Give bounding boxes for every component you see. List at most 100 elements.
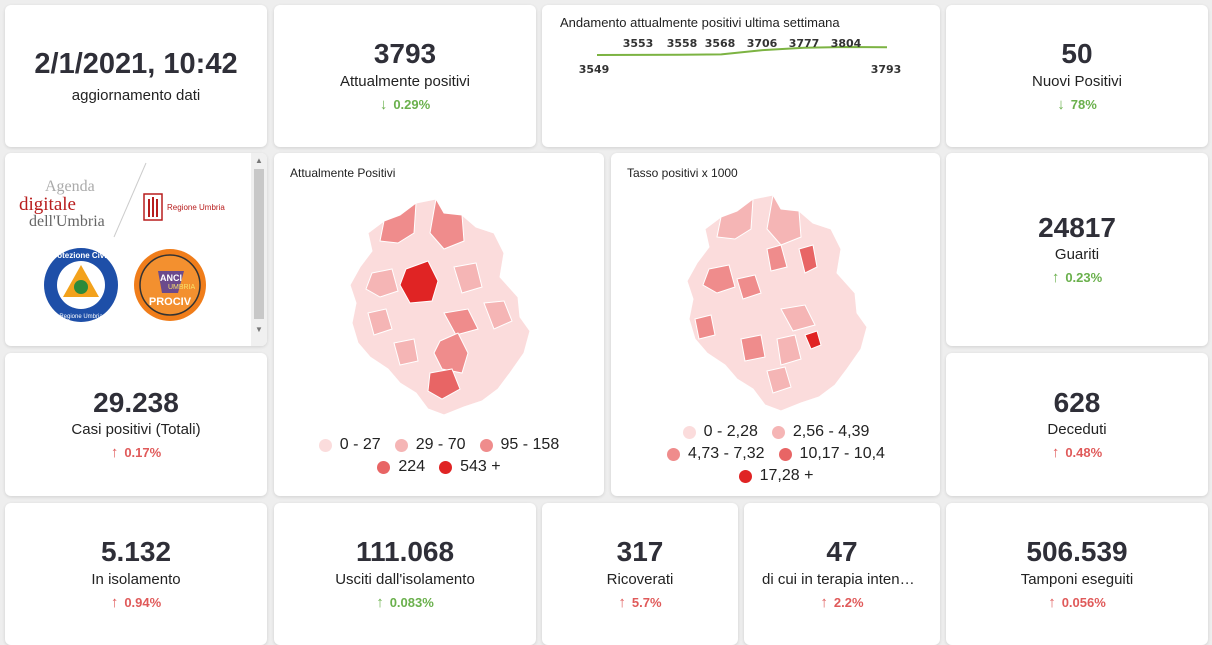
nuovi-value: 50 — [1061, 38, 1093, 70]
anci-line3: PROCIV — [149, 296, 192, 308]
attualmente-delta: ↓ 0.29% — [380, 96, 430, 113]
deceduti-delta: ↑ 0.48% — [1052, 444, 1102, 461]
arrow-down-icon: ↓ — [1057, 95, 1065, 113]
tamponi-value: 506.539 — [1026, 536, 1128, 568]
legend-item[interactable]: 17,28 + — [738, 467, 814, 485]
legend-swatch — [738, 469, 752, 483]
deceduti-delta-value: 0.48% — [1065, 445, 1103, 461]
trend-point-label: 3549 — [579, 63, 610, 76]
arrow-down-icon: ↓ — [379, 95, 388, 113]
guariti-delta-value: 0.23% — [1065, 270, 1103, 286]
legend-swatch — [682, 425, 696, 439]
legend-label: 0 - 27 — [339, 436, 381, 453]
trend-point-label: 3568 — [705, 37, 736, 50]
usciti-card: 111.068 Usciti dall'isolamento ↑ 0.083% — [274, 503, 536, 645]
update-datetime: 2/1/2021, 10:42 — [34, 48, 238, 80]
anci-line1: ANCI — [160, 273, 182, 283]
agenda-line2: digitale — [19, 194, 76, 215]
attualmente-delta-value: 0.29% — [393, 96, 431, 112]
deceduti-label: Deceduti — [1047, 421, 1107, 439]
terapia-delta-value: 2.2% — [833, 594, 864, 610]
isolamento-value: 5.132 — [100, 536, 172, 568]
casi-delta-value: 0.17% — [124, 445, 162, 461]
trend-point-label: 3804 — [831, 37, 862, 50]
isolamento-delta-value: 0.94% — [124, 594, 162, 610]
tamponi-label: Tamponi eseguiti — [1020, 570, 1134, 588]
legend-item[interactable]: 4,73 - 7,32 — [667, 445, 765, 463]
map1-legend: 0 - 27 29 - 70 95 - 158 224 543 + — [294, 436, 584, 476]
arrow-up-icon: ↑ — [618, 593, 626, 611]
nuovi-card: 50 Nuovi Positivi ↓ 78% — [946, 5, 1208, 147]
guariti-delta: ↑ 0.23% — [1052, 269, 1102, 286]
nuovi-label: Nuovi Positivi — [1031, 72, 1123, 90]
legend-item[interactable]: 29 - 70 — [394, 436, 466, 454]
logos-scrollbar[interactable]: ▲ ▼ — [251, 153, 267, 346]
legend-item[interactable]: 10,17 - 10,4 — [778, 445, 885, 463]
isolamento-delta: ↑ 0.94% — [111, 594, 161, 611]
trend-point-label: 3793 — [871, 63, 902, 76]
ricoverati-label: Ricoverati — [606, 570, 674, 588]
legend-swatch — [778, 447, 792, 461]
update-label: aggiornamento dati — [71, 87, 201, 104]
legend-label: 543 + — [460, 458, 501, 475]
trend-title: Andamento attualmente positivi ultima se… — [560, 15, 840, 30]
legend-label: 0 - 2,28 — [703, 423, 758, 440]
legend-label: 95 - 158 — [500, 436, 560, 453]
legend-item[interactable]: 0 - 2,28 — [682, 423, 758, 441]
trend-point-label: 3553 — [623, 37, 654, 50]
casi-label: Casi positivi (Totali) — [71, 421, 201, 439]
agenda-line1: Agenda — [45, 178, 95, 195]
usciti-label: Usciti dall'isolamento — [335, 570, 475, 588]
legend-label: 2,56 - 4,39 — [792, 423, 870, 440]
trend-point-label: 3706 — [747, 37, 778, 50]
ricoverati-delta-value: 5.7% — [631, 594, 662, 610]
casi-value: 29.238 — [93, 386, 179, 418]
legend-label: 29 - 70 — [415, 436, 466, 453]
trend-point-label: 3777 — [789, 37, 820, 50]
map2-title: Tasso positivi x 1000 — [627, 166, 738, 180]
arrow-up-icon: ↑ — [1051, 444, 1060, 462]
legend-swatch — [479, 438, 493, 452]
trend-chart: 3549 3553 3558 3568 3706 3777 3804 3793 — [579, 37, 902, 76]
legend-label: 17,28 + — [759, 467, 814, 484]
ricoverati-delta: ↑ 5.7% — [618, 594, 661, 611]
trend-point-label: 3558 — [667, 37, 698, 50]
map2-umbria-map[interactable] — [681, 189, 881, 419]
legend-label: 224 — [398, 458, 426, 475]
map1-umbria-map[interactable] — [344, 193, 544, 423]
terapia-card: 47 di cui in terapia intensiva ↑ 2.2% — [744, 503, 940, 645]
casi-delta: ↑ 0.17% — [111, 444, 161, 461]
attualmente-label: Attualmente positivi — [339, 72, 471, 90]
legend-item[interactable]: 95 - 158 — [479, 436, 560, 454]
isolamento-card: 5.132 In isolamento ↑ 0.94% — [5, 503, 267, 645]
divider-line — [113, 162, 147, 238]
map2-legend: 0 - 2,28 2,56 - 4,39 4,73 - 7,32 10,17 - 10… — [631, 423, 921, 485]
legend-item[interactable]: 224 — [377, 458, 425, 476]
arrow-up-icon: ↑ — [376, 593, 384, 611]
usciti-delta: ↑ 0.083% — [376, 594, 434, 611]
map1-card: Attualmente Positivi 0 - 27 29 - 70 95 - 1… — [274, 153, 604, 496]
legend-swatch — [771, 425, 785, 439]
scroll-up-icon[interactable]: ▲ — [255, 156, 263, 165]
map2-card: Tasso positivi x 1000 0 - 2,28 2,56 - 4,3… — [611, 153, 940, 496]
legend-item[interactable]: 2,56 - 4,39 — [771, 423, 870, 441]
tamponi-delta-value: 0.056% — [1061, 594, 1106, 610]
anci-line2: UMBRIA — [168, 284, 196, 291]
agenda-digitale-logo: Agenda digitale dell'Umbria — [19, 179, 105, 230]
arrow-up-icon: ↑ — [1051, 269, 1060, 287]
scrollbar-thumb[interactable] — [254, 169, 264, 319]
legend-item[interactable]: 543 + — [439, 458, 501, 476]
ricoverati-card: 317 Ricoverati ↑ 5.7% — [542, 503, 738, 645]
map1-title: Attualmente Positivi — [290, 166, 396, 180]
legend-swatch — [377, 460, 391, 474]
tamponi-card: 506.539 Tamponi eseguiti ↑ 0.056% — [946, 503, 1208, 645]
scroll-down-icon[interactable]: ▼ — [255, 325, 263, 334]
logos-card: Agenda digitale dell'Umbria Regione Umbr… — [5, 153, 267, 346]
casi-card: 29.238 Casi positivi (Totali) ↑ 0.17% — [5, 353, 267, 496]
arrow-up-icon: ↑ — [1048, 593, 1056, 611]
attualmente-value: 3793 — [373, 38, 437, 70]
terapia-delta: ↑ 2.2% — [820, 594, 863, 611]
protezione-sub: Regione Umbria — [59, 314, 103, 320]
regione-umbria-logo: Regione Umbria — [143, 193, 225, 221]
legend-item[interactable]: 0 - 27 — [318, 436, 381, 454]
